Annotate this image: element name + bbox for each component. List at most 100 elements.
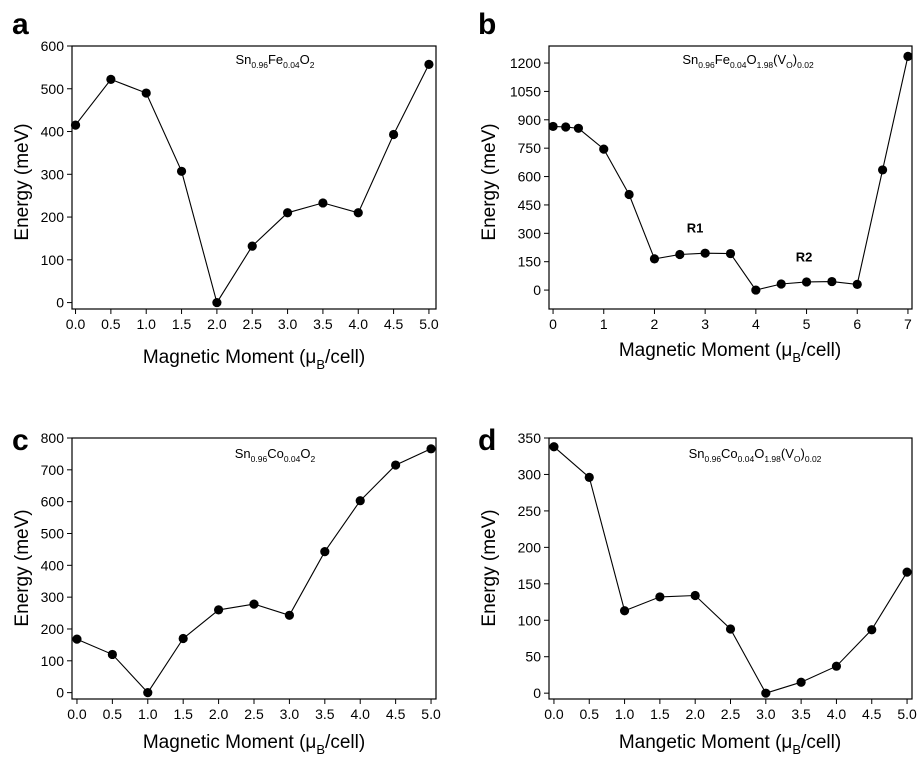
x-axis-label: Magnetic Moment (μB/cell) <box>619 340 841 365</box>
data-point <box>212 298 221 307</box>
y-tick-label: 150 <box>518 576 542 592</box>
y-tick-label: 200 <box>518 539 542 555</box>
chart-title-part: O <box>746 52 756 67</box>
chart-title-part: 0.04 <box>284 454 301 464</box>
data-point <box>285 611 294 620</box>
data-point <box>701 249 710 258</box>
chart-title-part: 0.96 <box>705 454 722 464</box>
plot-frame <box>549 46 912 309</box>
chart-title-part: Co <box>267 446 284 461</box>
data-point <box>142 88 151 97</box>
x-tick-label: 2.0 <box>207 316 227 332</box>
data-point <box>777 279 786 288</box>
chart-title-part: 2 <box>311 454 316 464</box>
x-tick-label: 0.5 <box>580 706 600 722</box>
data-point <box>424 60 433 69</box>
chart-title-part: Sn <box>235 52 251 67</box>
data-point <box>650 254 659 263</box>
chart-title-part: O <box>754 446 764 461</box>
chart-title-part: Fe <box>715 52 730 67</box>
data-point <box>72 635 81 644</box>
data-point <box>675 250 684 259</box>
x-axis-label-part: /cell) <box>801 340 841 361</box>
x-axis-label-part: B <box>792 350 801 365</box>
chart-title-part: 0.02 <box>797 60 814 70</box>
data-point <box>426 444 435 453</box>
chart-panel-a: a01002003004005006000.0 0.5 1.0 1.5 2.0 2.5 3.… <box>12 8 439 372</box>
y-tick-label: 300 <box>518 466 542 482</box>
region-label: R1 <box>687 220 704 235</box>
x-tick-label: 5.0 <box>419 316 439 332</box>
y-tick-label: 500 <box>41 525 65 541</box>
y-tick-label: 300 <box>518 225 542 241</box>
chart-title-part: 0.04 <box>283 60 300 70</box>
y-tick-label: 150 <box>518 254 542 270</box>
x-tick-label: 2.0 <box>685 706 705 722</box>
y-tick-label: 0 <box>533 685 541 701</box>
x-tick-label: 3 <box>701 316 709 332</box>
x-tick-label: 1.5 <box>172 316 192 332</box>
data-point <box>726 624 735 633</box>
chart-title-part: O <box>300 446 310 461</box>
x-tick-label: 4.5 <box>384 316 404 332</box>
x-axis-label: Mangetic Moment (μB/cell) <box>619 732 841 757</box>
chart-title-part: 0.02 <box>805 454 822 464</box>
data-point <box>248 242 257 251</box>
x-axis-label-part: B <box>316 357 325 372</box>
data-point <box>548 122 557 131</box>
y-tick-label: 1050 <box>510 83 541 99</box>
y-axis-label: Energy (meV) <box>479 123 500 240</box>
data-point <box>903 52 912 61</box>
data-point <box>108 650 117 659</box>
chart-title-part: Sn <box>235 446 251 461</box>
x-axis-label-part: Mangetic Moment (μ <box>619 732 793 753</box>
chart-title-part: 1.98 <box>757 60 774 70</box>
data-point <box>902 568 911 577</box>
x-tick-label: 5 <box>803 316 811 332</box>
series-line <box>76 64 429 302</box>
y-tick-label: 600 <box>41 494 65 510</box>
chart-panel-d: d0501001502002503003500.0 0.5 1.0 1.5 2.0 2.5… <box>478 424 917 757</box>
data-point <box>802 277 811 286</box>
x-tick-label: 0 <box>549 316 557 332</box>
y-tick-label: 400 <box>41 124 65 140</box>
x-axis-label-part: Magnetic Moment (μ <box>143 347 317 368</box>
x-tick-label: 3.5 <box>313 316 333 332</box>
x-tick-label: 2 <box>651 316 659 332</box>
chart-title-part: Sn <box>689 446 705 461</box>
data-point <box>354 208 363 217</box>
chart-title: Sn0.96Fe0.04O1.98(VO)0.02 <box>682 52 814 70</box>
panel-letter: d <box>478 424 496 457</box>
x-tick-label: 1.0 <box>136 316 156 332</box>
y-tick-label: 0 <box>533 282 541 298</box>
x-axis-label-part: /cell) <box>325 732 365 753</box>
x-tick-label: 6 <box>853 316 861 332</box>
series-line <box>77 449 431 693</box>
x-tick-label: 0.5 <box>101 316 121 332</box>
region-label: R2 <box>796 250 813 265</box>
x-tick-label: 0.0 <box>544 706 564 722</box>
plot-frame <box>72 438 436 699</box>
x-tick-label: 3.0 <box>280 706 300 722</box>
x-tick-label: 3.5 <box>315 706 335 722</box>
x-tick-label: 1 <box>600 316 608 332</box>
data-point <box>549 442 558 451</box>
y-axis-label: Energy (meV) <box>12 123 33 240</box>
y-tick-label: 750 <box>518 140 542 156</box>
y-tick-label: 400 <box>41 557 65 573</box>
data-point <box>832 662 841 671</box>
y-axis-label: Energy (meV) <box>12 509 33 626</box>
data-point <box>751 285 760 294</box>
chart-title-part: Co <box>721 446 738 461</box>
data-point <box>249 600 258 609</box>
x-tick-label: 1.0 <box>615 706 635 722</box>
x-tick-label: 0.0 <box>66 316 86 332</box>
y-tick-label: 700 <box>41 462 65 478</box>
chart-panel-b: b0150300450600750900105012000 1 2 3 4 5 6 7R1R2… <box>478 8 913 365</box>
x-tick-label: 4.0 <box>349 316 369 332</box>
data-point <box>106 75 115 84</box>
data-point <box>585 473 594 482</box>
chart-panel-c: c01002003004005006007008000.0 0.5 1.0 1.5 2.… <box>12 424 441 757</box>
data-point <box>867 625 876 634</box>
